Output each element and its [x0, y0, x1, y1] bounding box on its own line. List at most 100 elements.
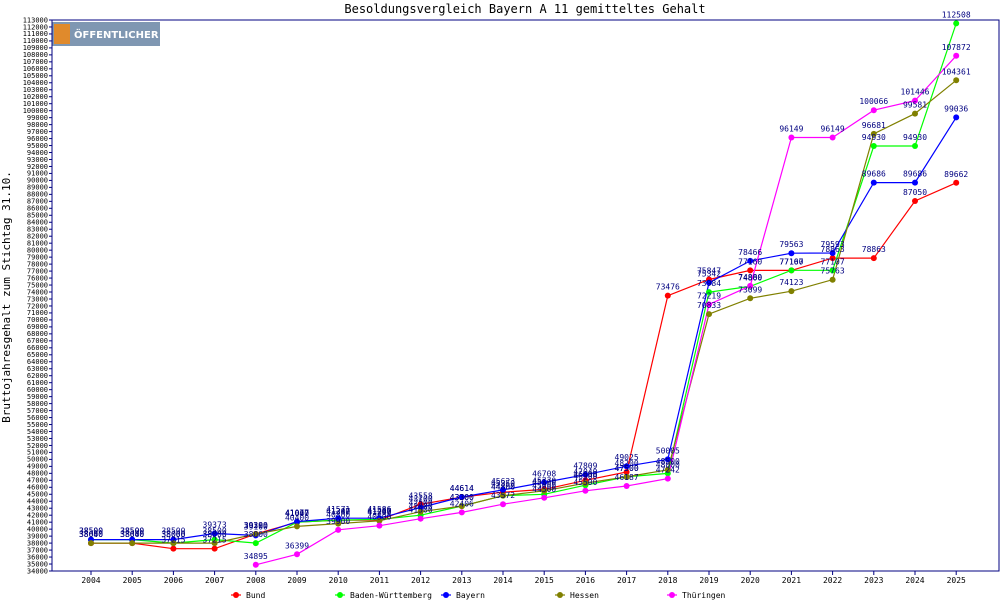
data-point — [953, 114, 960, 121]
data-point — [211, 530, 218, 537]
data-label: 45770 — [532, 476, 556, 485]
x-tick-label: 2019 — [699, 576, 718, 585]
data-label: 47242 — [656, 466, 680, 475]
y-tick-label: 66000 — [27, 344, 48, 352]
y-tick-label: 86000 — [27, 205, 48, 213]
data-point — [912, 179, 918, 186]
data-point — [211, 545, 218, 552]
y-tick-label: 56000 — [27, 414, 48, 422]
data-point — [706, 311, 712, 318]
y-tick-label: 106000 — [23, 65, 48, 73]
x-tick-label: 2007 — [205, 576, 224, 585]
data-label: 77107 — [821, 257, 845, 266]
x-tick-label: 2008 — [246, 576, 265, 585]
data-label: 45500 — [532, 478, 556, 487]
data-point — [870, 107, 877, 114]
x-tick-label: 2004 — [81, 576, 100, 585]
data-label: 40800 — [326, 511, 350, 520]
data-label: 77107 — [779, 257, 803, 266]
data-point — [706, 301, 712, 308]
data-label: 78863 — [821, 245, 845, 254]
y-tick-label: 88000 — [27, 191, 48, 199]
data-label: 40500 — [367, 513, 391, 522]
data-point — [664, 475, 671, 482]
y-tick-label: 87000 — [27, 198, 48, 206]
y-tick-label: 93000 — [27, 156, 48, 164]
y-tick-label: 98000 — [27, 121, 48, 129]
y-tick-label: 59000 — [27, 393, 48, 401]
data-label: 42406 — [450, 499, 474, 508]
data-label: 70833 — [697, 301, 721, 310]
legend-marker — [443, 592, 449, 598]
data-label: 104361 — [942, 67, 971, 76]
data-point — [376, 517, 383, 524]
y-tick-label: 37000 — [27, 546, 48, 554]
data-label: 41247 — [367, 507, 391, 516]
data-label: 45500 — [573, 478, 597, 487]
data-label: 89662 — [944, 170, 968, 179]
data-label: 49025 — [615, 453, 639, 462]
data-point — [500, 501, 506, 508]
data-point — [623, 482, 630, 489]
y-tick-label: 82000 — [27, 233, 48, 241]
legend-marker — [233, 592, 239, 598]
data-point — [335, 520, 342, 527]
legend: Bund Baden-Württemberg Bayern Hessen Thüring… — [231, 591, 726, 600]
data-label: 41247 — [326, 507, 350, 516]
y-tick-label: 104000 — [23, 79, 48, 87]
x-tick-label: 2010 — [329, 576, 348, 585]
y-tick-label: 41000 — [27, 518, 48, 526]
data-point — [541, 494, 548, 501]
data-point — [623, 473, 630, 480]
y-tick-label: 57000 — [27, 407, 48, 415]
data-label: 96681 — [862, 121, 886, 130]
x-tick-label: 2014 — [493, 576, 512, 585]
data-label: 73984 — [697, 279, 721, 288]
data-point — [294, 518, 300, 525]
chart-title: Besoldungsvergleich Bayern A 11 gemittel… — [344, 2, 705, 16]
y-tick-label: 79000 — [27, 253, 48, 261]
y-tick-label: 54000 — [27, 428, 48, 436]
data-point — [458, 509, 465, 516]
y-tick-label: 100000 — [23, 107, 48, 115]
y-tick-label: 64000 — [27, 358, 48, 366]
data-label: 74800 — [738, 273, 762, 282]
y-tick-label: 103000 — [23, 86, 48, 94]
x-tick-label: 2023 — [864, 576, 883, 585]
y-tick-label: 110000 — [23, 37, 48, 45]
data-label: 79563 — [779, 240, 803, 249]
data-point — [912, 97, 918, 104]
data-label: 44614 — [450, 484, 474, 493]
data-point — [788, 134, 795, 141]
y-tick-label: 78000 — [27, 260, 48, 268]
data-label: 112508 — [942, 10, 971, 19]
data-label: 89686 — [903, 170, 927, 179]
data-point — [664, 456, 671, 463]
data-label: 42000 — [409, 502, 433, 511]
data-point — [664, 466, 671, 473]
y-tick-label: 111000 — [23, 30, 48, 38]
data-label: 41000 — [285, 509, 309, 518]
legend-label: Hessen — [570, 591, 599, 600]
y-tick-label: 89000 — [27, 184, 48, 192]
x-tick-label: 2024 — [905, 576, 924, 585]
data-label: 41571 — [326, 505, 350, 514]
data-label: 38000 — [79, 530, 103, 539]
y-tick-label: 45000 — [27, 491, 48, 499]
data-point — [829, 134, 836, 141]
x-tick-label: 2017 — [617, 576, 636, 585]
y-tick-label: 34000 — [27, 567, 48, 575]
data-point — [788, 267, 795, 274]
data-label: 39290 — [244, 521, 268, 530]
data-label: 34895 — [244, 552, 268, 561]
data-point — [788, 250, 795, 257]
y-tick-label: 75000 — [27, 281, 48, 289]
data-label: 41047 — [285, 509, 309, 518]
legend-label: Bund — [246, 591, 265, 600]
data-point — [335, 515, 342, 522]
y-tick-label: 97000 — [27, 128, 48, 136]
x-tick-label: 2025 — [947, 576, 966, 585]
data-label: 38000 — [244, 530, 268, 539]
data-label: 41500 — [409, 506, 433, 515]
data-label: 43572 — [491, 491, 515, 500]
